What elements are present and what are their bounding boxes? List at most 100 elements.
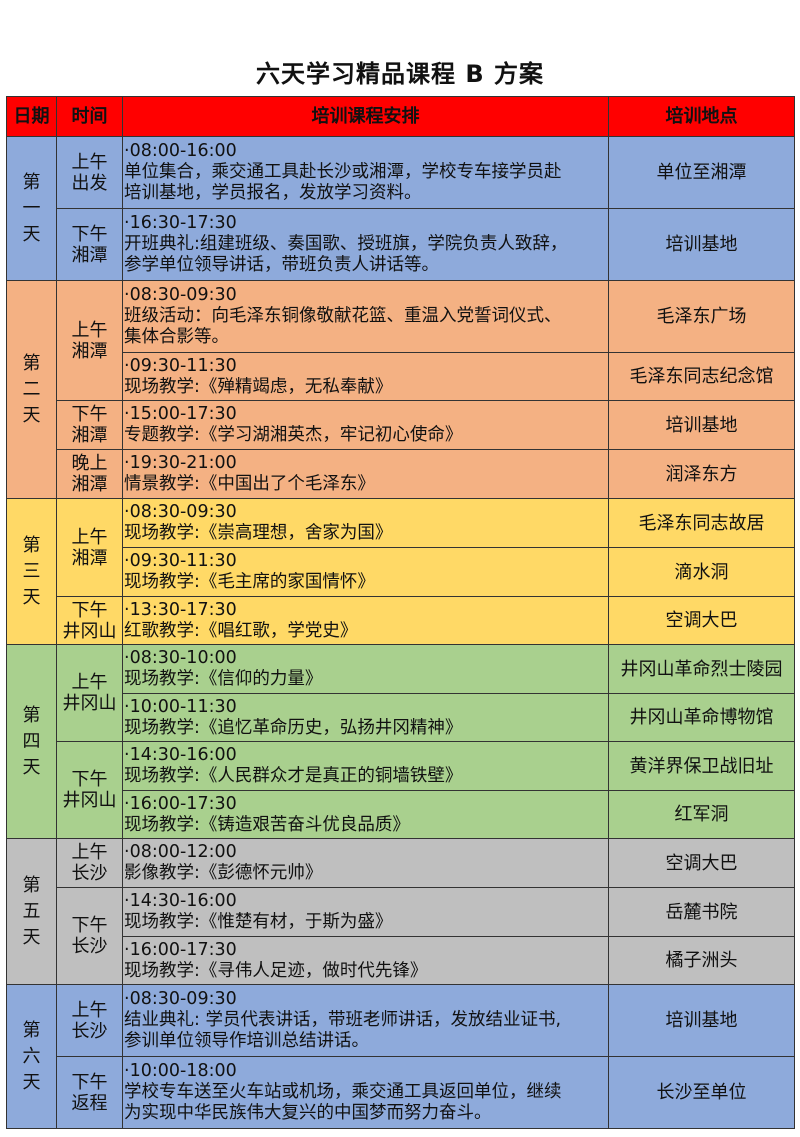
location-cell: 红军洞 bbox=[608, 790, 795, 839]
time-cell: 下午 井冈山 bbox=[56, 741, 123, 839]
document-title: 六天学习精品课程 B 方案 bbox=[255, 60, 544, 88]
day-cell: 第四天 bbox=[6, 644, 57, 839]
schedule-clock: ·10:00-18:00 bbox=[124, 1061, 237, 1081]
schedule-cell: ·09:30-11:30 现场教学:《殚精竭虑，无私奉献》 bbox=[122, 352, 609, 401]
schedule-content: 学校专车送至火车站或机场，乘交通工具返回单位，继续 为实现中华民族伟大复兴的中国… bbox=[124, 1082, 562, 1123]
schedule-clock: ·16:00-17:30 bbox=[124, 793, 237, 814]
day-label: 第六天 bbox=[22, 1019, 41, 1093]
schedule-clock: ·08:00-12:00 bbox=[124, 842, 237, 862]
schedule-clock: ·08:30-10:00 bbox=[124, 648, 237, 668]
schedule-clock: ·19:30-21:00 bbox=[124, 453, 237, 473]
time-cell: 下午 长沙 bbox=[56, 887, 123, 985]
table-row: ·10:00-11:30 现场教学:《追忆革命历史，弘扬井冈精神》 井冈山革命博物馆 bbox=[6, 693, 795, 742]
schedule-content: 专题教学:《学习湖湘英杰，牢记初心使命》 bbox=[124, 425, 463, 445]
time-cell: 上午 长沙 bbox=[56, 984, 123, 1057]
schedule-clock: ·15:00-17:30 bbox=[124, 404, 237, 424]
schedule-cell: ·10:00-18:00 学校专车送至火车站或机场，乘交通工具返回单位，继续 为实… bbox=[122, 1056, 609, 1129]
table-row: 第六天 上午 长沙 ·08:30-09:30 结业典礼: 学员代表讲话，带班老师讲话，… bbox=[6, 984, 795, 1129]
schedule-cell: ·08:30-10:00 现场教学:《信仰的力量》 bbox=[122, 644, 609, 694]
schedule-content: 现场教学:《追忆革命历史，弘扬井冈精神》 bbox=[124, 717, 463, 738]
schedule-cell: ·08:30-09:30 结业典礼: 学员代表讲话，带班老师讲话，发放结业证书, … bbox=[122, 984, 609, 1057]
header-time: 时间 bbox=[56, 96, 123, 137]
header-location: 培训地点 bbox=[608, 96, 795, 137]
schedule-clock: ·08:30-09:30 bbox=[124, 502, 237, 522]
schedule-content: 开班典礼:组建班级、奏国歌、授班旗，学院负责人致辞， 参学单位领导讲话，带班负责… bbox=[124, 234, 568, 275]
schedule-content: 班级活动：向毛泽东铜像敬献花篮、重温入党誓词仪式、 集体合影等。 bbox=[124, 306, 562, 347]
location-cell: 井冈山革命博物馆 bbox=[608, 693, 795, 742]
schedule-cell: ·10:00-11:30 现场教学:《追忆革命历史，弘扬井冈精神》 bbox=[122, 693, 609, 742]
schedule-content: 现场教学:《寻伟人足迹，做时代先锋》 bbox=[124, 960, 428, 981]
header-schedule: 培训课程安排 bbox=[122, 96, 609, 137]
location-cell: 单位至湘潭 bbox=[608, 136, 795, 209]
schedule-clock: ·16:00-17:30 bbox=[124, 939, 237, 960]
schedule-clock: ·09:30-11:30 bbox=[124, 355, 237, 376]
day-label: 第五天 bbox=[22, 874, 41, 948]
schedule-clock: ·14:30-16:00 bbox=[124, 891, 237, 911]
table-row: 下午 井冈山 ·13:30-17:30 红歌教学:《唱红歌，学党史》 空调大巴 bbox=[6, 596, 795, 645]
location-cell: 滴水洞 bbox=[608, 547, 795, 597]
location-cell: 毛泽东同志故居 bbox=[608, 498, 795, 548]
location-cell: 橘子洲头 bbox=[608, 936, 795, 985]
header-row: 日期 时间 培训课程安排 培训地点 bbox=[6, 96, 795, 137]
day-cell: 第五天 bbox=[6, 838, 57, 985]
table-row: ·16:00-17:30 现场教学:《铸造艰苦奋斗优良品质》 红军洞 bbox=[6, 790, 795, 839]
day-label: 第二天 bbox=[22, 352, 41, 426]
location-cell: 培训基地 bbox=[608, 984, 795, 1057]
time-cell: 下午 井冈山 bbox=[56, 596, 123, 645]
location-cell: 空调大巴 bbox=[608, 596, 795, 645]
location-cell: 岳麓书院 bbox=[608, 887, 795, 937]
schedule-content: 现场教学:《毛主席的家国情怀》 bbox=[124, 572, 375, 592]
schedule-cell: ·09:30-11:30 现场教学:《毛主席的家国情怀》 bbox=[122, 547, 609, 597]
day-label: 第一天 bbox=[22, 171, 41, 245]
day-label: 第四天 bbox=[22, 704, 41, 778]
schedule-content: 情景教学:《中国出了个毛泽东》 bbox=[124, 474, 375, 494]
time-cell: 下午 湘潭 bbox=[56, 208, 123, 281]
schedule-clock: ·08:00-16:00 bbox=[124, 141, 237, 161]
table-row: 第二天 上午 湘潭 ·08:30-09:30 班级活动：向毛泽东铜像敬献花篮、重温入党… bbox=[6, 280, 795, 499]
location-cell: 润泽东方 bbox=[608, 449, 795, 499]
location-cell: 长沙至单位 bbox=[608, 1056, 795, 1129]
table-row: 第三天 上午 湘潭 ·08:30-09:30 现场教学:《崇高理想，舍家为国》 毛泽东同… bbox=[6, 498, 795, 645]
day-cell: 第一天 bbox=[6, 136, 57, 281]
table-row: 下午 长沙 ·14:30-16:00 现场教学:《惟楚有材，于斯为盛》 岳麓书院 bbox=[6, 887, 795, 985]
schedule-cell: ·08:00-16:00 单位集合，乘交通工具赴长沙或湘潭，学校专车接学员赴 培训… bbox=[122, 136, 609, 209]
table-row: 晚上 湘潭 ·19:30-21:00 情景教学:《中国出了个毛泽东》 润泽东方 bbox=[6, 449, 795, 499]
schedule-content: 结业典礼: 学员代表讲话，带班老师讲话，发放结业证书, 参训单位领导作培训总结讲… bbox=[124, 1010, 562, 1051]
location-cell: 毛泽东同志纪念馆 bbox=[608, 352, 795, 401]
schedule-content: 现场教学:《崇高理想，舍家为国》 bbox=[124, 523, 393, 543]
schedule-content: 现场教学:《惟楚有材，于斯为盛》 bbox=[124, 912, 393, 932]
schedule-clock: ·08:30-09:30 bbox=[124, 989, 237, 1009]
day-label: 第三天 bbox=[22, 534, 41, 608]
schedule-cell: ·15:00-17:30 专题教学:《学习湖湘英杰，牢记初心使命》 bbox=[122, 400, 609, 450]
day-cell: 第六天 bbox=[6, 984, 57, 1129]
location-cell: 毛泽东广场 bbox=[608, 280, 795, 353]
schedule-cell: ·16:00-17:30 现场教学:《铸造艰苦奋斗优良品质》 bbox=[122, 790, 609, 839]
day-cell: 第二天 bbox=[6, 280, 57, 499]
schedule-content: 现场教学:《信仰的力量》 bbox=[124, 669, 323, 689]
schedule-content: 现场教学:《殚精竭虑，无私奉献》 bbox=[124, 376, 393, 397]
table-row: 第五天 上午 长沙 ·08:00-12:00 影像教学:《彭德怀元帅》 空调大巴 bbox=[6, 838, 795, 985]
location-cell: 黄洋界保卫战旧址 bbox=[608, 741, 795, 791]
table-row: ·09:30-11:30 现场教学:《毛主席的家国情怀》 滴水洞 bbox=[6, 547, 795, 597]
day-cell: 第三天 bbox=[6, 498, 57, 645]
time-cell: 上午 井冈山 bbox=[56, 644, 123, 742]
schedule-table: 日期 时间 培训课程安排 培训地点 第一天 上午 出发 ·08:00-16:00 单位… bbox=[6, 96, 795, 1129]
schedule-content: 影像教学:《彭德怀元帅》 bbox=[124, 863, 323, 883]
schedule-clock: ·13:30-17:30 bbox=[124, 599, 237, 620]
schedule-clock: ·08:30-09:30 bbox=[124, 285, 237, 305]
schedule-clock: ·14:30-16:00 bbox=[124, 745, 237, 765]
schedule-cell: ·16:30-17:30 开班典礼:组建班级、奏国歌、授班旗，学院负责人致辞， 参… bbox=[122, 208, 609, 281]
schedule-content: 现场教学:《人民群众才是真正的铜墙铁壁》 bbox=[124, 766, 463, 786]
schedule-cell: ·13:30-17:30 红歌教学:《唱红歌，学党史》 bbox=[122, 596, 609, 645]
table-row: 下午 湘潭 ·15:00-17:30 专题教学:《学习湖湘英杰，牢记初心使命》 培训基… bbox=[6, 400, 795, 450]
schedule-cell: ·14:30-16:00 现场教学:《惟楚有材，于斯为盛》 bbox=[122, 887, 609, 937]
location-cell: 空调大巴 bbox=[608, 838, 795, 888]
location-cell: 井冈山革命烈士陵园 bbox=[608, 644, 795, 694]
schedule-cell: ·19:30-21:00 情景教学:《中国出了个毛泽东》 bbox=[122, 449, 609, 499]
time-cell: 上午 湘潭 bbox=[56, 498, 123, 597]
schedule-cell: ·16:00-17:30 现场教学:《寻伟人足迹，做时代先锋》 bbox=[122, 936, 609, 985]
location-cell: 培训基地 bbox=[608, 400, 795, 450]
header-date: 日期 bbox=[6, 96, 57, 137]
time-cell: 上午 湘潭 bbox=[56, 280, 123, 401]
table-row: 下午 井冈山 ·14:30-16:00 现场教学:《人民群众才是真正的铜墙铁壁》 黄洋… bbox=[6, 741, 795, 839]
